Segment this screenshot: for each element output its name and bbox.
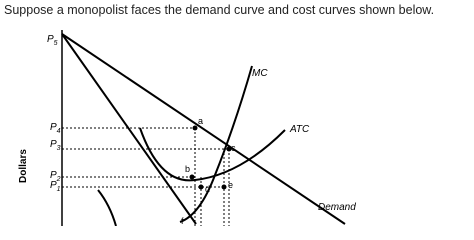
point: [189, 174, 195, 180]
price-sub: 2: [56, 176, 61, 183]
point-label: d: [205, 184, 210, 194]
point: [226, 146, 232, 152]
page: Suppose a monopolist faces the demand cu…: [4, 3, 434, 226]
point-label: c: [231, 143, 236, 153]
price-label: P3: [50, 139, 61, 152]
price-letter: P: [50, 170, 57, 181]
price-letter: P: [50, 139, 57, 150]
point: [198, 184, 204, 190]
mc-curve: [179, 65, 253, 223]
price-sub: 4: [57, 128, 61, 135]
price-label: P2: [50, 170, 61, 183]
price-label: P4: [50, 122, 61, 135]
mr-curve: [61, 33, 197, 225]
price-letter: P: [50, 122, 57, 133]
y-axis-label: Dollars: [18, 149, 29, 183]
point-label: b: [185, 164, 190, 174]
point-label: a: [198, 116, 203, 126]
price-letter: P: [47, 34, 54, 45]
curve-label: Demand: [318, 202, 356, 213]
demand-curve: [61, 33, 346, 225]
point: [192, 125, 198, 131]
point-label: e: [228, 180, 233, 190]
question: Suppose a monopolist faces the demand cu…: [4, 3, 434, 17]
atc-curve: [139, 127, 286, 182]
curve-fragment: [97, 189, 117, 226]
point-label: f: [181, 216, 184, 226]
point: [221, 184, 227, 190]
curve-label: ATC: [289, 124, 310, 135]
price-sub: 1: [57, 186, 61, 193]
price-label: P5: [47, 34, 58, 47]
price-label: P1: [50, 180, 61, 193]
price-sub: 5: [54, 40, 58, 47]
curve-label: MC: [252, 68, 268, 79]
price-sub: 3: [57, 145, 61, 152]
price-letter: P: [50, 180, 57, 191]
